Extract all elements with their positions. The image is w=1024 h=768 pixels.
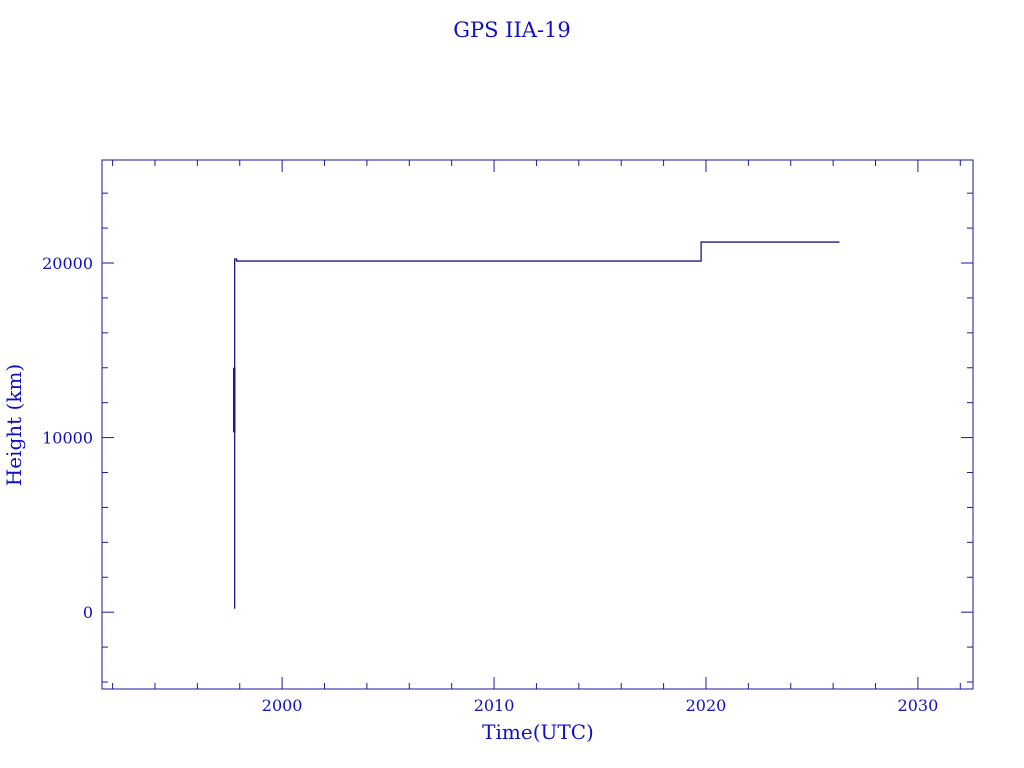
y-tick-label: 20000 <box>42 254 93 273</box>
x-tick-label: 2020 <box>686 696 727 715</box>
y-tick-label: 10000 <box>42 429 93 448</box>
x-tick-label: 2000 <box>262 696 303 715</box>
x-tick-label: 2030 <box>898 696 939 715</box>
tick-labels: 2000 2010 2020 2030 0 10000 20000 <box>42 254 938 715</box>
plot-frame <box>101 159 974 690</box>
chart-title: GPS IIA-19 <box>453 18 571 42</box>
data-lines <box>232 241 840 609</box>
x-axis-label: Time(UTC) <box>482 720 594 744</box>
axis-ticks <box>102 160 973 689</box>
y-axis-label: Height (km) <box>2 364 26 486</box>
height-series-line <box>234 241 840 609</box>
y-tick-label: 0 <box>83 603 93 622</box>
x-tick-label: 2010 <box>474 696 515 715</box>
